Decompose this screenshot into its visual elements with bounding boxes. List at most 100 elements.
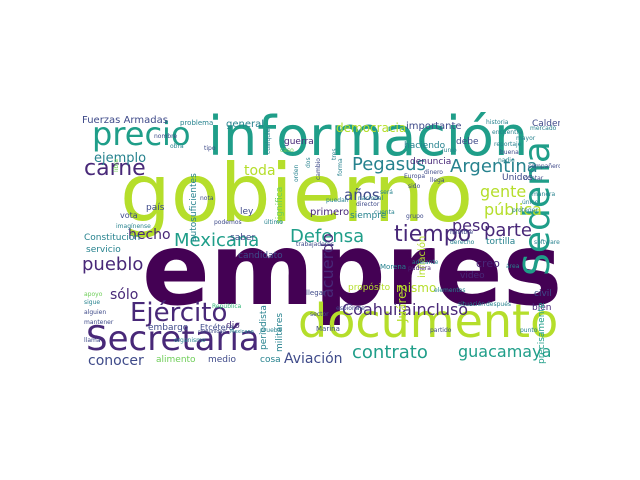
word-cuenta: cuenta	[374, 209, 395, 216]
word-argentina: Argentina	[450, 156, 538, 177]
word-dos: dos	[305, 157, 312, 168]
word-constitucion: Constitución	[84, 233, 141, 243]
word-contrato: contrato	[352, 342, 428, 363]
word-despues: después	[486, 301, 512, 308]
word-nombre: nombre	[154, 133, 178, 140]
word-sido: sido	[408, 183, 421, 190]
word-mexicano: Mexicano	[230, 329, 254, 335]
word-europa: Europa	[404, 173, 426, 180]
word-creo: creo	[476, 257, 500, 270]
word-sector: sector	[310, 311, 329, 318]
word-punto: punto	[520, 327, 538, 334]
word-apoyo: apoyo	[84, 291, 103, 298]
word-bien: bien	[532, 303, 552, 313]
word-dio: dio	[226, 321, 240, 331]
word-haciendo: haciendo	[404, 141, 446, 151]
word-nota: nota	[200, 195, 214, 202]
word-saber: saber	[230, 233, 256, 243]
word-imaginense: imagínense	[116, 223, 151, 230]
word-trabajadores: trabajadores	[296, 241, 334, 248]
word-guacamaya: guacamaya	[458, 342, 552, 361]
word-nadie: nadie	[498, 157, 515, 164]
word-manera: manera	[532, 191, 556, 198]
word-proteger: proteger	[512, 207, 538, 214]
word-llega: llega	[430, 177, 445, 184]
word-peso: peso	[452, 216, 491, 235]
word-podemos: podemos	[214, 219, 242, 226]
word-servicio: servicio	[86, 245, 121, 255]
word-importante: importante	[406, 121, 462, 132]
word-mantener: mantener	[84, 319, 114, 326]
word-orden: orden	[293, 164, 300, 182]
word-proposito: propósito	[348, 283, 391, 293]
word-encuentra: encuentra	[492, 129, 523, 136]
word-incluso: incluso	[412, 300, 469, 319]
word-hombre: hombre	[450, 229, 474, 236]
word-medio: medio	[208, 355, 237, 365]
word-forma: forma	[337, 158, 344, 176]
word-autosuficientes: autosuficientes	[189, 173, 199, 242]
word-elementos: elementos	[434, 287, 466, 294]
word-guerra: guerra	[284, 137, 314, 147]
word-llama: llama	[84, 337, 101, 344]
word-historia: historia	[486, 119, 509, 126]
word-espionaje: espionaje	[336, 305, 365, 312]
word-reportaje: reportaje	[494, 141, 522, 148]
word-siempre: siempre	[350, 211, 387, 221]
word-embargo: embargo	[148, 323, 189, 333]
word-llegar: llegar	[306, 289, 326, 297]
word-obra: obra	[170, 143, 184, 150]
word-tipo: tipo	[204, 145, 216, 152]
word-informacion: información	[208, 112, 529, 168]
word-sigue: sigue	[84, 299, 101, 306]
word-anos: años	[344, 186, 380, 204]
word-fuerzas-armadas: Fuerzas Armadas	[82, 115, 168, 126]
word-grupo: grupo	[406, 213, 424, 220]
word-cosa: cosa	[260, 355, 281, 365]
word-republica: República	[212, 303, 242, 310]
word-companero: compañero	[528, 163, 560, 170]
word-gente: gente	[480, 182, 527, 201]
word-democracia: democracia	[336, 121, 407, 135]
word-contar: contar	[524, 175, 544, 182]
word-ley: ley	[240, 207, 254, 217]
word-gobierno: gobierno	[120, 147, 474, 240]
word-tiempo: tiempo	[394, 222, 472, 247]
word-mayor: mayor	[516, 135, 536, 142]
word-alguien: alguien	[84, 309, 107, 316]
word-pais: país	[146, 203, 165, 213]
word-caso: caso	[280, 147, 294, 154]
word-morena: Morena	[380, 263, 407, 271]
word-primero: primero	[310, 207, 350, 218]
word-junio: junio	[442, 147, 457, 154]
word-software: software	[534, 239, 560, 246]
word-mexicana: Mexicana	[174, 230, 260, 251]
word-prueba: prueba	[260, 327, 282, 334]
word-carne: carne	[84, 156, 146, 181]
word-hecho: hecho	[128, 227, 171, 243]
word-cloud: empresa gobierno información documento S…	[80, 112, 560, 368]
word-defensa: Defensa	[290, 226, 365, 247]
word-calderon: Calderón	[532, 119, 560, 129]
word-cambio: cambio	[315, 158, 322, 180]
word-general: general	[226, 119, 265, 130]
word-marina: Marina	[316, 325, 340, 333]
word-ultimo: último	[264, 219, 284, 226]
word-partido: partido	[430, 327, 452, 334]
word-secretaria: Secretaría	[86, 319, 260, 359]
word-dinero: dinero	[424, 169, 443, 176]
word-juarez: Juárez	[395, 285, 409, 322]
word-area: área	[506, 263, 520, 270]
word-candidato: candidato	[238, 251, 283, 261]
word-comunidad: comunidad	[198, 329, 226, 335]
word-debe: debe	[456, 137, 479, 147]
word-sera: será	[380, 189, 393, 196]
word-civil: civil	[534, 289, 552, 299]
word-pueblo: pueblo	[82, 254, 144, 275]
word-derecho: derecho	[450, 239, 475, 246]
word-buena: buena	[500, 149, 519, 156]
word-solo: sólo	[110, 287, 139, 303]
word-problema: problema	[180, 119, 214, 127]
word-tortilla: tortilla	[486, 237, 516, 247]
word-nacional: nacional	[358, 195, 384, 202]
